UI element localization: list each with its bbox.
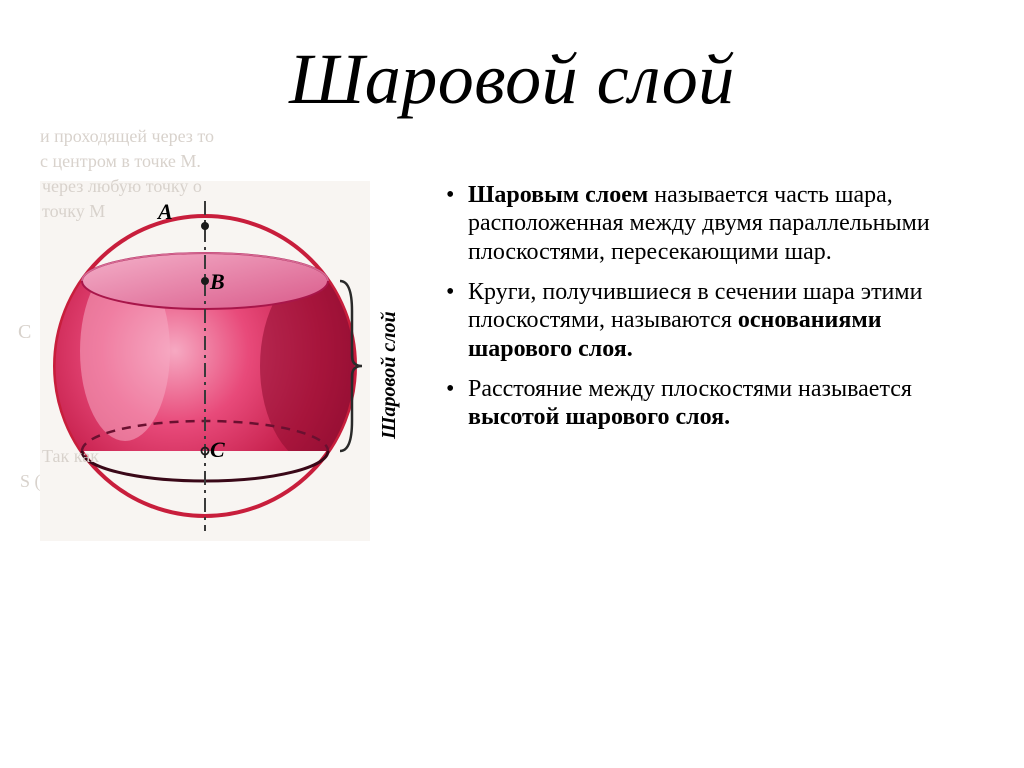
slide: Шаровой слой с центром в точке M. и прох… <box>0 0 1024 768</box>
bullet-3: Расстояние между плоскостями называется … <box>440 375 960 432</box>
zone-brace-label-text: Шаровой слой <box>378 311 400 439</box>
point-label-b: B <box>210 269 225 295</box>
point-label-a: A <box>158 199 173 225</box>
bullet-3-bold: высотой шарового слоя. <box>468 404 730 430</box>
content-row: с центром в точке M. и проходящей через … <box>0 181 1024 541</box>
zone-brace-label: Шаровой слой <box>378 311 401 439</box>
text-column: Шаровым слоем называется часть шара, рас… <box>440 181 1000 541</box>
bullet-1: Шаровым слоем называется часть шара, рас… <box>440 181 960 266</box>
slide-title: Шаровой слой <box>0 0 1024 121</box>
bullet-2: Круги, получившиеся в сечении шара этими… <box>440 278 960 363</box>
point-label-c: C <box>210 437 225 463</box>
figure-panel: с центром в точке M. и проходящей через … <box>0 181 440 541</box>
ghost-text: и проходящей через то <box>40 126 214 147</box>
definition-list: Шаровым слоем называется часть шара, рас… <box>440 181 960 432</box>
ghost-text: с центром в точке M. <box>40 151 201 172</box>
bullet-3-pre: Расстояние между плоскостями называется <box>468 376 912 402</box>
sphere-zone-diagram <box>30 181 390 541</box>
bullet-1-bold: Шаровым слоем <box>468 182 648 208</box>
